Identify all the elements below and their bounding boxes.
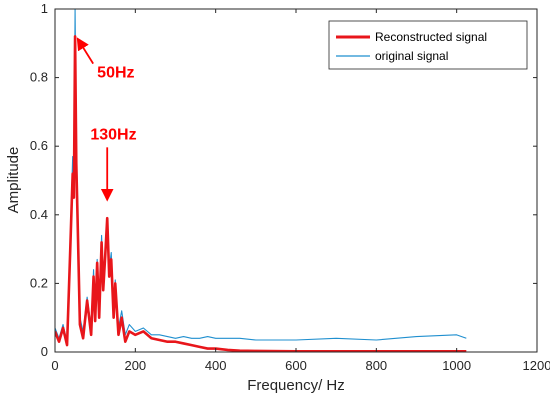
legend-box: [328, 20, 528, 70]
annotation-layer: 50Hz 130Hz: [76, 37, 137, 202]
legend: Reconstructed signal original signal: [328, 20, 528, 70]
y-axis-label: Amplitude: [5, 147, 22, 214]
y-tick-label: 0.6: [30, 138, 48, 153]
annotation-arrow: [76, 37, 94, 65]
y-tick-label: 0.2: [30, 275, 48, 290]
y-tick-label: 1: [41, 1, 48, 16]
x-axis-label: Frequency/ Hz: [247, 377, 345, 394]
annotation-label: 130Hz: [90, 126, 136, 143]
legend-label-reconstructed: Reconstructed signal: [375, 30, 487, 44]
ticks-layer: 0 200 400 600 800 1000 1200 0 0.2 0.4 0.6 0.8 1: [30, 1, 550, 373]
series-line-reconstructed: [55, 35, 467, 352]
legend-label-original: original signal: [375, 49, 448, 63]
x-tick-label: 0: [51, 358, 58, 373]
x-tick-label: 200: [124, 358, 146, 373]
annotation-label: 50Hz: [97, 65, 134, 82]
x-tick-label: 1000: [442, 358, 471, 373]
y-tick-label: 0: [41, 344, 48, 359]
x-tick-label: 1200: [523, 358, 550, 373]
x-tick-label: 800: [365, 358, 387, 373]
y-tick-label: 0.4: [30, 207, 48, 222]
series-layer: [55, 9, 467, 352]
x-tick-label: 400: [205, 358, 227, 373]
plot-area-frame: [54, 8, 538, 353]
y-tick-label: 0.8: [30, 70, 48, 85]
x-tick-label: 600: [285, 358, 307, 373]
